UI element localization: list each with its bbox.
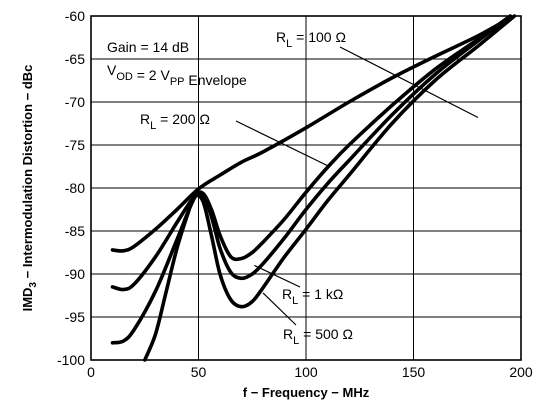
series-layer: [110, 14, 517, 362]
y-tick-label: -70: [65, 94, 85, 110]
x-tick-label: 200: [509, 364, 533, 380]
y-axis-title: IMD3 − Intermodulation Distortion − dBc: [20, 65, 39, 312]
condition-vod: VOD = 2 VPP Envelope: [107, 62, 247, 88]
label-leaders: [235, 46, 479, 326]
x-tick-labels: 0 50 100 150 200: [87, 364, 533, 380]
label-rl-1k: RL = 1 kΩ: [282, 286, 343, 307]
y-tick-label: -85: [65, 223, 85, 239]
x-tick-label: 0: [87, 364, 95, 380]
leader-rl-500: [262, 292, 297, 326]
leader-rl-200: [235, 120, 328, 167]
y-tick-labels: -60 -65 -70 -75 -80 -85 -90 -95 -100: [57, 8, 85, 368]
label-rl-200: RL = 200 Ω: [140, 111, 210, 132]
y-tick-label: -75: [65, 137, 85, 153]
y-tick-label: -95: [65, 309, 85, 325]
series-rl-1k: [110, 15, 513, 345]
condition-gain: Gain = 14 dB: [107, 39, 189, 55]
y-tick-label: -80: [65, 180, 85, 196]
x-tick-label: 150: [402, 364, 426, 380]
y-tick-label: -90: [65, 266, 85, 282]
label-rl-100: RL = 100 Ω: [276, 29, 346, 50]
series-rl-500: [143, 14, 517, 362]
leader-rl-100: [339, 46, 479, 119]
series-rl-100: [110, 15, 513, 253]
series-rl-200: [110, 14, 513, 292]
x-tick-label: 50: [191, 364, 207, 380]
y-tick-label: -100: [57, 352, 85, 368]
leader-rl-1k: [254, 264, 301, 288]
x-axis-title: f − Frequency − MHz: [243, 385, 370, 400]
x-tick-label: 100: [294, 364, 318, 380]
plot-frame: [90, 15, 522, 361]
y-tick-label: -60: [65, 8, 85, 24]
label-rl-500: RL = 500 Ω: [283, 326, 353, 347]
y-tick-label: -65: [65, 51, 85, 67]
